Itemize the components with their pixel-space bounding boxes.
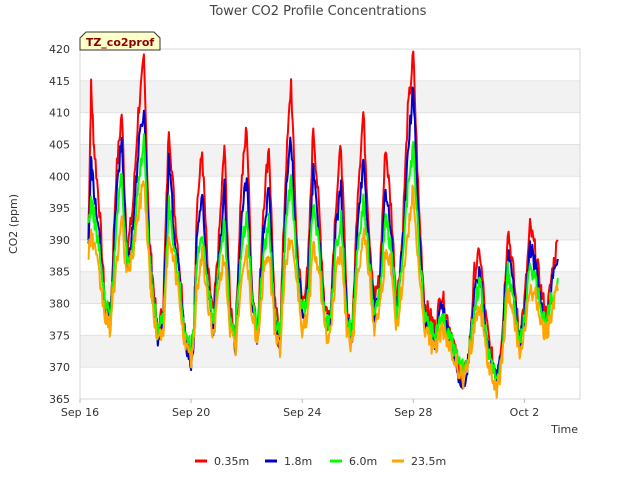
series-layer: [87, 50, 559, 400]
legend-label-0.35m: 0.35m: [214, 455, 249, 468]
band-400: [80, 144, 580, 177]
y-tick-380: 380: [49, 298, 70, 311]
series-line-0.35m: [87, 50, 559, 382]
y-tick-375: 375: [49, 329, 70, 342]
x-tick-sep-16: Sep 16: [61, 406, 99, 419]
badge-label: TZ_co2prof: [86, 36, 155, 49]
band-410: [80, 80, 580, 113]
y-tick-410: 410: [49, 107, 70, 120]
chart-title: Tower CO2 Profile Concentrations: [209, 4, 427, 19]
legend: 0.35m 1.8m 6.0m 23.5m: [195, 455, 446, 468]
legend-label-1.8m: 1.8m: [284, 455, 312, 468]
band-390: [80, 208, 580, 240]
legend-item-0.35m: 0.35m: [195, 455, 249, 468]
y-tick-420: 420: [49, 43, 70, 56]
badge: TZ_co2prof: [79, 31, 161, 51]
x-tick-sep-20: Sep 20: [172, 406, 210, 419]
band-370: [80, 335, 580, 368]
x-tick-labels: Sep 16 Sep 20 Sep 24 Sep 28 Oct 2: [61, 399, 539, 419]
y-tick-400: 400: [49, 170, 70, 183]
legend-item-23.5m: 23.5m: [392, 455, 446, 468]
legend-item-1.8m: 1.8m: [265, 455, 312, 468]
y-tick-415: 415: [49, 75, 70, 88]
background-bands: [80, 80, 580, 368]
plot-border: [79, 48, 581, 400]
legend-item-6.0m: 6.0m: [330, 455, 377, 468]
y-tick-385: 385: [49, 266, 70, 279]
series-line-6.0m: [87, 133, 559, 380]
y-tick-labels: 365 370 375 380 385 390 395 400 405 410 415 420: [49, 43, 70, 406]
y-tick-390: 390: [49, 234, 70, 247]
series-line-23.5m: [87, 180, 559, 400]
x-tick-sep-28: Sep 28: [394, 406, 432, 419]
y-tick-365: 365: [49, 393, 70, 406]
x-tick-sep-24: Sep 24: [283, 406, 321, 419]
y-tick-370: 370: [49, 361, 70, 374]
x-tick-oct-2: Oct 2: [510, 406, 540, 419]
badge-box: [79, 31, 161, 51]
legend-label-23.5m: 23.5m: [411, 455, 446, 468]
y-axis-label: CO2 (ppm): [7, 194, 20, 254]
x-axis-label: Time: [550, 423, 578, 436]
y-tick-405: 405: [49, 138, 70, 151]
y-tick-395: 395: [49, 202, 70, 215]
legend-label-6.0m: 6.0m: [349, 455, 377, 468]
